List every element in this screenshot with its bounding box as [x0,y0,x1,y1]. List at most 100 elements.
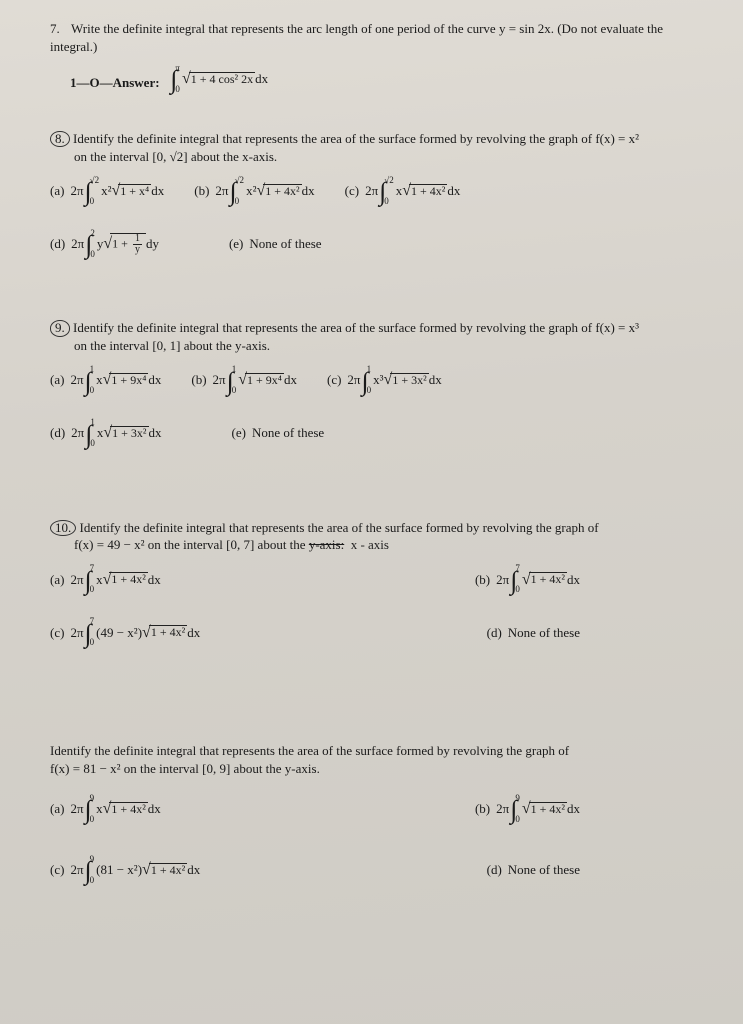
q9b-lo: 0 [232,386,237,395]
q11-options-row1: (a) 2π ∫90 x √1 + 4x² dx (b) 2π ∫90 √1 +… [50,791,610,838]
q10a-pre: 2π [70,571,83,589]
q8d-pre: 2π [71,235,84,253]
q10-opt-a: (a) 2π ∫70 x √1 + 4x² dx [50,562,161,597]
q11c-body: (81 − x²) [96,861,142,879]
q8b-dx: dx [302,182,315,200]
q10-opt-d: (d) None of these [487,615,580,650]
q8c-label: (c) [345,182,359,200]
q11c-lo: 0 [90,876,95,885]
q11a-label: (a) [50,800,64,818]
q11-opt-d: (d) None of these [487,852,580,887]
q10b-rad: 1 + 4x² [529,572,567,586]
q10c-label: (c) [50,624,64,642]
q10-opt-c: (c) 2π ∫70 (49 − x²) √1 + 4x² dx [50,615,200,650]
q10d-label: (d) [487,624,502,642]
q9d-label: (d) [50,424,65,442]
q10a-rad: 1 + 4x² [109,572,147,586]
q8-options-row2: (d) 2π ∫20 y √1 + 1y dy (e) None of thes… [50,226,703,273]
q8d-label: (d) [50,235,65,253]
q11d-label: (d) [487,861,502,879]
q9-opt-a: (a) 2π ∫10 x √1 + 9x⁴ dx [50,363,161,398]
q10-hand-note: x - axis [351,537,389,552]
q11c-dx: dx [187,861,200,879]
q8-opt-a: (a) 2π ∫√20 x² √1 + x⁴ dx [50,173,164,208]
q9-opt-b: (b) 2π ∫10 √1 + 9x⁴ dx [191,363,297,398]
q7-radicand: 1 + 4 cos² 2x [189,72,255,86]
q10b-up: 7 [515,564,520,573]
q9e-text: None of these [252,424,324,442]
q8-opt-b: (b) 2π ∫√20 x² √1 + 4x² dx [194,173,314,208]
q9c-lo: 0 [367,386,372,395]
question-7: 7. Write the definite integral that repr… [50,20,703,96]
q9-options-row1: (a) 2π ∫10 x √1 + 9x⁴ dx (b) 2π ∫10 √1 +… [50,363,703,410]
q9c-pre: 2π [347,371,360,389]
q11c-up: 9 [90,855,95,864]
q9a-up: 1 [90,365,95,374]
q11-opt-b: (b) 2π ∫90 √1 + 4x² dx [475,791,580,826]
q9-opt-c: (c) 2π ∫10 x³ √1 + 3x² dx [327,363,442,398]
q8e-label: (e) [229,235,243,253]
q7-answer-label: 1—O—Answer: [70,75,160,90]
q8b-rad: 1 + 4x² [263,184,301,198]
q9c-up: 1 [367,365,372,374]
q9a-pre: 2π [70,371,83,389]
q9b-dx: dx [284,371,297,389]
q8-opt-e: (e) None of these [229,226,322,261]
q8-options-row1: (a) 2π ∫√20 x² √1 + x⁴ dx (b) 2π ∫√20 x²… [50,173,703,220]
q7-number: 7. [50,20,68,38]
q8a-lo: 0 [90,197,99,206]
q11a-rad: 1 + 4x² [109,802,147,816]
q11a-pre: 2π [70,800,83,818]
q8b-up: √2 [235,176,244,185]
q10-text-b: f(x) = 49 − x² on the interval [0, 7] ab… [74,537,389,552]
q11a-lo: 0 [90,815,95,824]
q11b-lo: 0 [515,815,520,824]
q10b-dx: dx [567,571,580,589]
q9-number: 9. [50,320,70,336]
q10-options-row1: (a) 2π ∫70 x √1 + 4x² dx (b) 2π ∫70 √1 +… [50,562,610,609]
q9a-lo: 0 [90,386,95,395]
q10c-rad: 1 + 4x² [149,625,187,639]
q8c-up: √2 [384,176,393,185]
q9d-pre: 2π [71,424,84,442]
q10c-body: (49 − x²) [96,624,142,642]
q9d-up: 1 [90,418,95,427]
q10c-up: 7 [90,617,95,626]
q9-text-b: on the interval [0, 1] about the y-axis. [74,338,270,353]
q8a-up: √2 [90,176,99,185]
q10d-text: None of these [508,624,580,642]
q10a-dx: dx [148,571,161,589]
q10-prompt: 10. Identify the definite integral that … [50,519,703,554]
q8-number: 8. [50,131,70,147]
question-8: 8. Identify the definite integral that r… [50,130,703,273]
q8c-dx: dx [447,182,460,200]
q10-options-row2: (c) 2π ∫70 (49 − x²) √1 + 4x² dx (d) Non… [50,615,610,662]
question-9: 9. Identify the definite integral that r… [50,319,703,462]
q9e-label: (e) [232,424,246,442]
q9b-label: (b) [191,371,206,389]
q8d-radpre: 1 + [112,236,131,250]
q7-upper: π [175,64,180,73]
q9-options-row2: (d) 2π ∫10 x √1 + 3x² dx (e) None of the… [50,416,703,463]
worksheet-page: 7. Write the definite integral that repr… [0,0,743,1024]
q11-prompt: Identify the definite integral that repr… [50,742,703,777]
question-10: 10. Identify the definite integral that … [50,519,703,662]
q7-prompt: 7. Write the definite integral that repr… [50,20,703,55]
q8a-label: (a) [50,182,64,200]
q9c-label: (c) [327,371,341,389]
q8-text-a: Identify the definite integral that repr… [73,131,639,146]
q9d-rad: 1 + 3x² [110,426,148,440]
q10-strike: y-axis: [309,537,344,552]
q8-opt-d: (d) 2π ∫20 y √1 + 1y dy [50,226,159,261]
q10-text-b1: f(x) = 49 − x² on the interval [0, 7] ab… [74,537,309,552]
q10b-pre: 2π [496,571,509,589]
q8a-body: x² [101,182,111,200]
q9-opt-e: (e) None of these [232,416,325,451]
q9-text-a: Identify the definite integral that repr… [73,320,639,335]
q9c-rad: 1 + 3x² [390,373,428,387]
q8c-pre: 2π [365,182,378,200]
q7-integral: ∫ π 0 √ 1 + 4 cos² 2x dx [169,61,268,96]
q10a-label: (a) [50,571,64,589]
q8b-label: (b) [194,182,209,200]
q11a-dx: dx [148,800,161,818]
